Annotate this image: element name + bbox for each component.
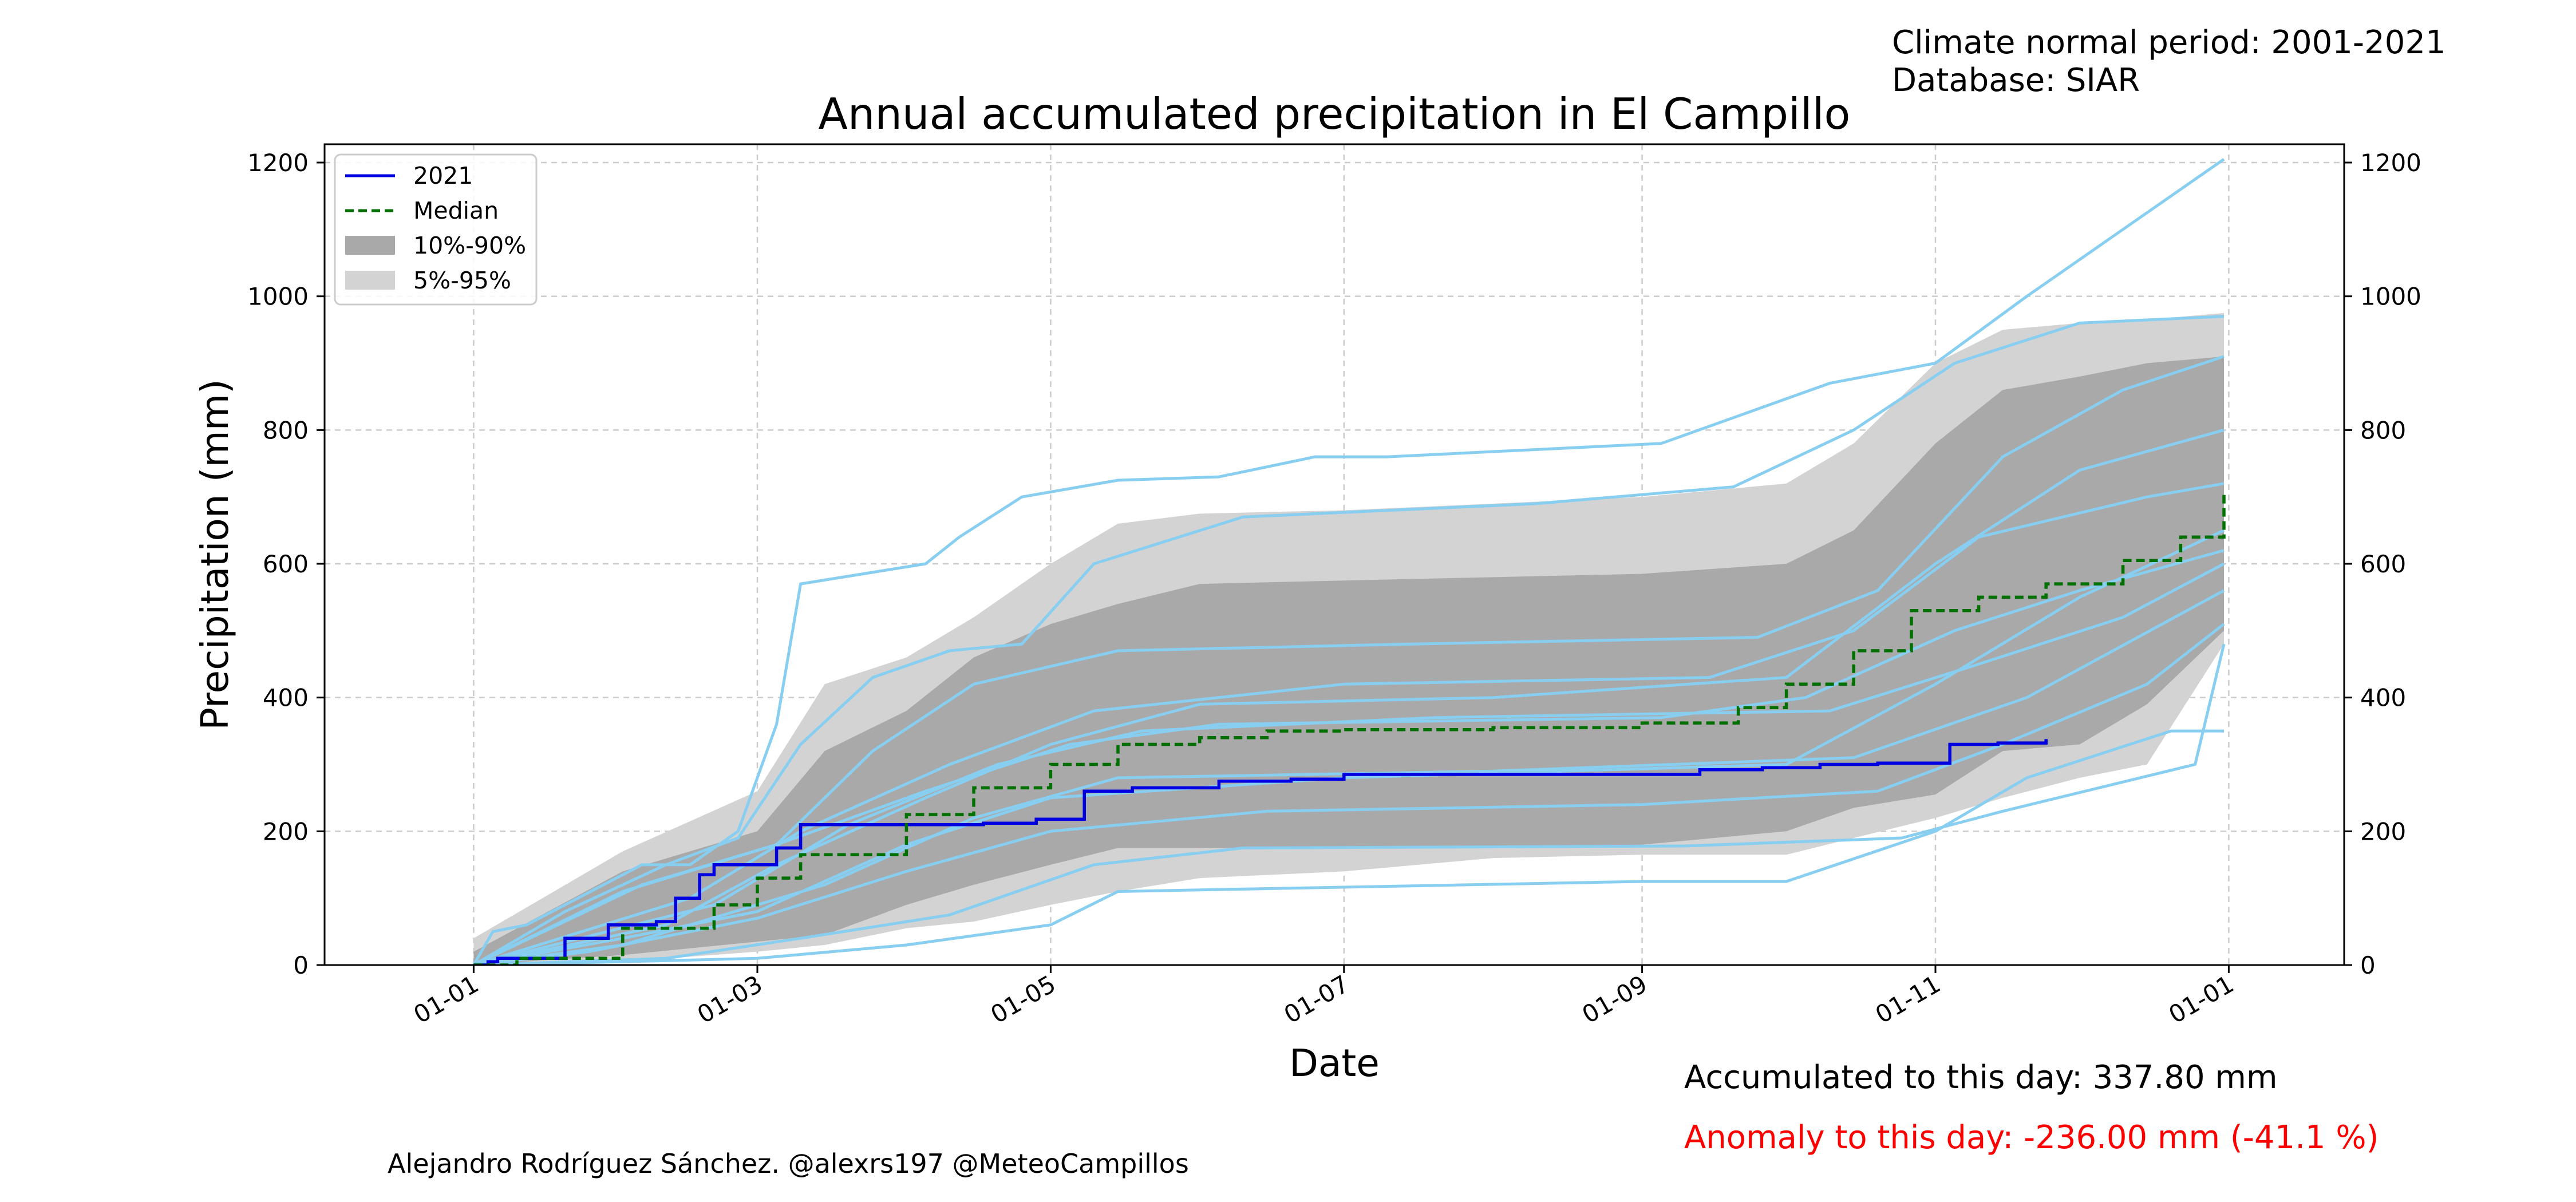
legend: 2021 Median 10%-90% 5%-95% — [334, 153, 538, 306]
y-tick-label-left: 0 — [293, 951, 309, 979]
historical-year-line — [473, 315, 2225, 965]
accumulated-value: Accumulated to this day: 337.80 mm — [1684, 1059, 2278, 1096]
chart-title: Annual accumulated precipitation in El C… — [819, 89, 1851, 139]
x-tick-label: 01-01 — [2164, 970, 2238, 1029]
y-tick-label-left: 1200 — [247, 149, 309, 177]
y-axis-label: Precipitation (mm) — [193, 379, 237, 730]
x-tick-label: 01-03 — [693, 970, 767, 1029]
y-tick-label-left: 800 — [263, 416, 309, 444]
band-10-90 — [473, 356, 2225, 965]
y-tick-label-left: 600 — [263, 550, 309, 578]
y-tick-label-right: 1000 — [2360, 283, 2421, 311]
y-tick-label-right: 0 — [2360, 951, 2376, 979]
historical-year-lines — [472, 158, 2226, 965]
author-credit: Alejandro Rodríguez Sánchez. @alexrs197 … — [388, 1148, 1189, 1179]
y-tick-label-left: 400 — [263, 684, 309, 712]
x-tick-label: 01-07 — [1279, 970, 1354, 1029]
y-tick-label-left: 1000 — [247, 283, 309, 311]
series-lines — [473, 493, 2226, 965]
x-axis-label: Date — [1289, 1041, 1380, 1085]
legend-label-5-95: 5%-95% — [413, 267, 511, 294]
median-line — [473, 493, 2226, 965]
database-label: Database: SIAR — [1892, 62, 2140, 99]
x-tick-label: 01-09 — [1577, 970, 1652, 1029]
y-tick-label-right: 200 — [2360, 817, 2406, 845]
historical-year-line — [473, 549, 2225, 965]
y-tick-label-right: 600 — [2360, 550, 2406, 578]
historical-year-line — [473, 729, 2224, 965]
historical-year-line — [473, 589, 2225, 965]
legend-label-2021: 2021 — [413, 162, 473, 189]
historical-year-line — [473, 428, 2225, 965]
legend-swatch-10-90 — [345, 236, 395, 255]
legend-label-median: Median — [413, 197, 499, 224]
climate-period-label: Climate normal period: 2001-2021 — [1892, 24, 2446, 61]
y-tick-label-right: 1200 — [2360, 149, 2421, 177]
y-tick-label-right: 800 — [2360, 416, 2406, 444]
historical-year-line — [473, 643, 2226, 965]
historical-year-line — [472, 158, 2225, 965]
y-tick-label-left: 200 — [263, 817, 309, 845]
anomaly-value: Anomaly to this day: -236.00 mm (-41.1 %… — [1684, 1119, 2379, 1156]
percentile-bands — [473, 313, 2225, 965]
legend-label-10-90: 10%-90% — [413, 232, 526, 259]
y-tick-label-right: 400 — [2360, 684, 2406, 712]
x-tick-label: 01-01 — [409, 970, 483, 1029]
x-tick-label: 01-11 — [1871, 970, 1945, 1029]
x-tick-label: 01-05 — [986, 970, 1060, 1029]
legend-frame — [334, 153, 538, 306]
current-year-line — [473, 739, 2048, 965]
legend-swatch-5-95 — [345, 271, 395, 290]
plot-frame — [323, 143, 2345, 966]
historical-year-line — [473, 482, 2225, 965]
